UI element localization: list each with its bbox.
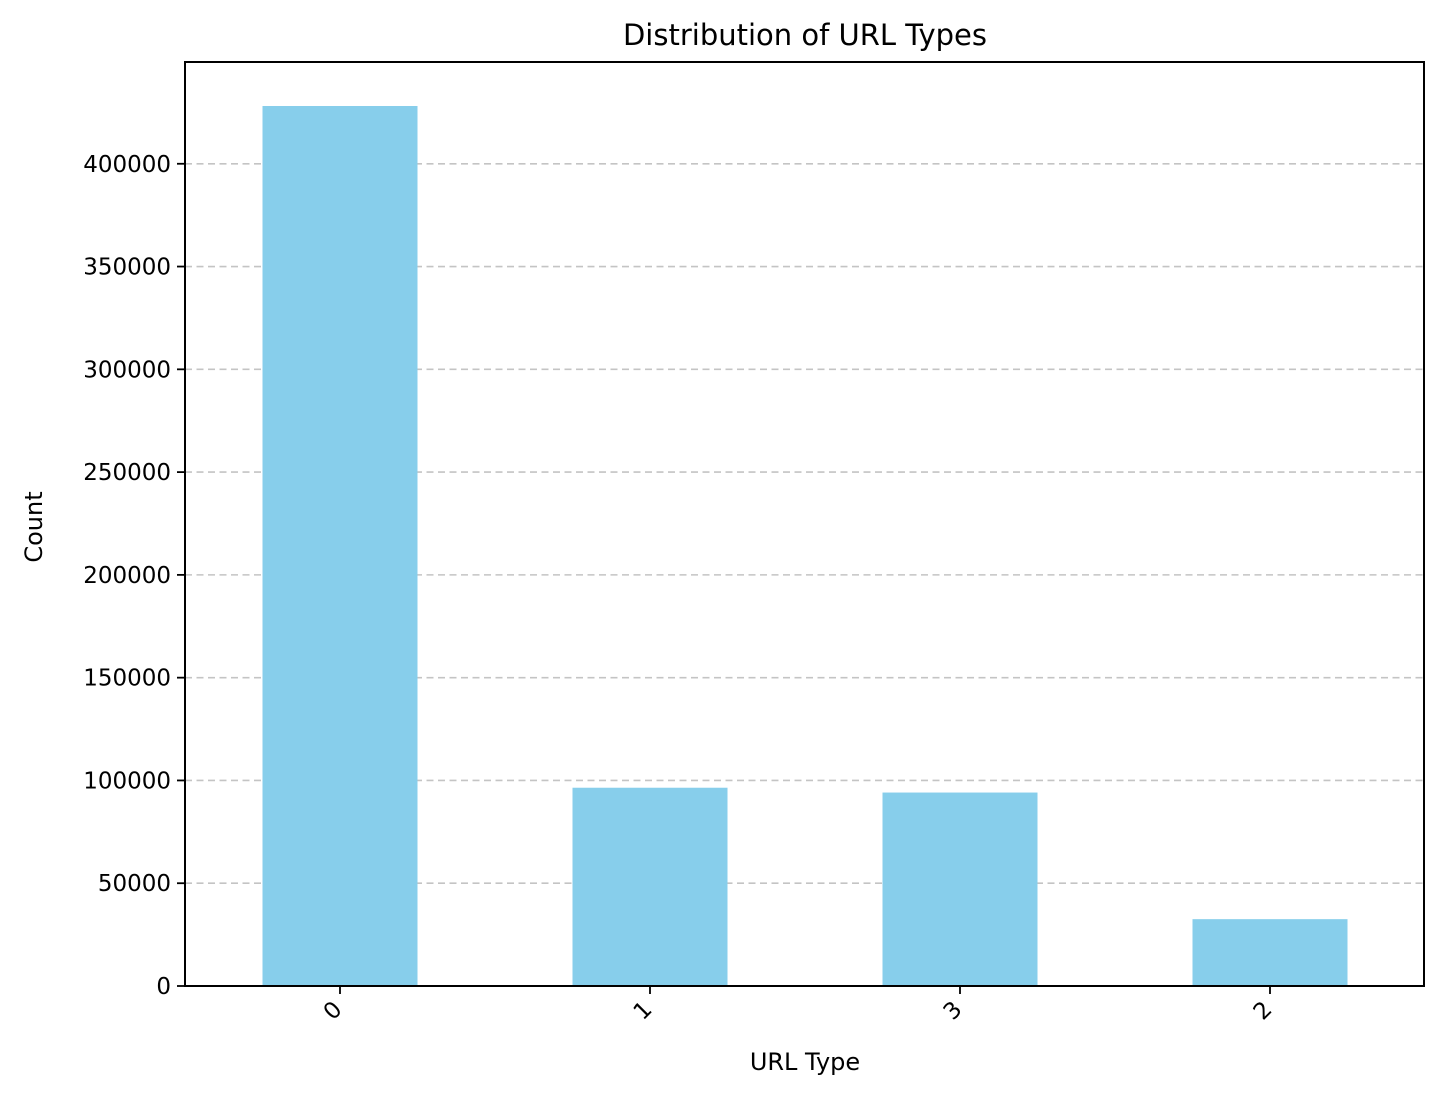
y-axis-ticks: 0 50000 100000 150000 200000 250000 300000 3500… xyxy=(83,152,185,1000)
y-tick-label: 100000 xyxy=(83,768,171,794)
y-tick-label: 300000 xyxy=(83,357,171,383)
bar-3 xyxy=(882,792,1038,986)
bar-2 xyxy=(1192,919,1348,986)
y-tick-label: 250000 xyxy=(83,460,171,486)
chart-title: Distribution of URL Types xyxy=(623,18,987,52)
y-tick-label: 350000 xyxy=(83,255,171,281)
bar-0 xyxy=(262,105,418,987)
y-tick-label: 200000 xyxy=(83,563,171,589)
y-axis-label: Count xyxy=(20,491,48,562)
y-tick-label: 400000 xyxy=(83,152,171,178)
y-tick-label: 150000 xyxy=(83,666,171,692)
bar-1 xyxy=(572,787,728,986)
x-axis-label: URL Type xyxy=(750,1048,860,1076)
y-tick-label: 50000 xyxy=(98,871,171,897)
bars xyxy=(262,105,1348,987)
plot-frame xyxy=(184,61,1425,987)
y-tick-label: 0 xyxy=(156,974,171,1000)
